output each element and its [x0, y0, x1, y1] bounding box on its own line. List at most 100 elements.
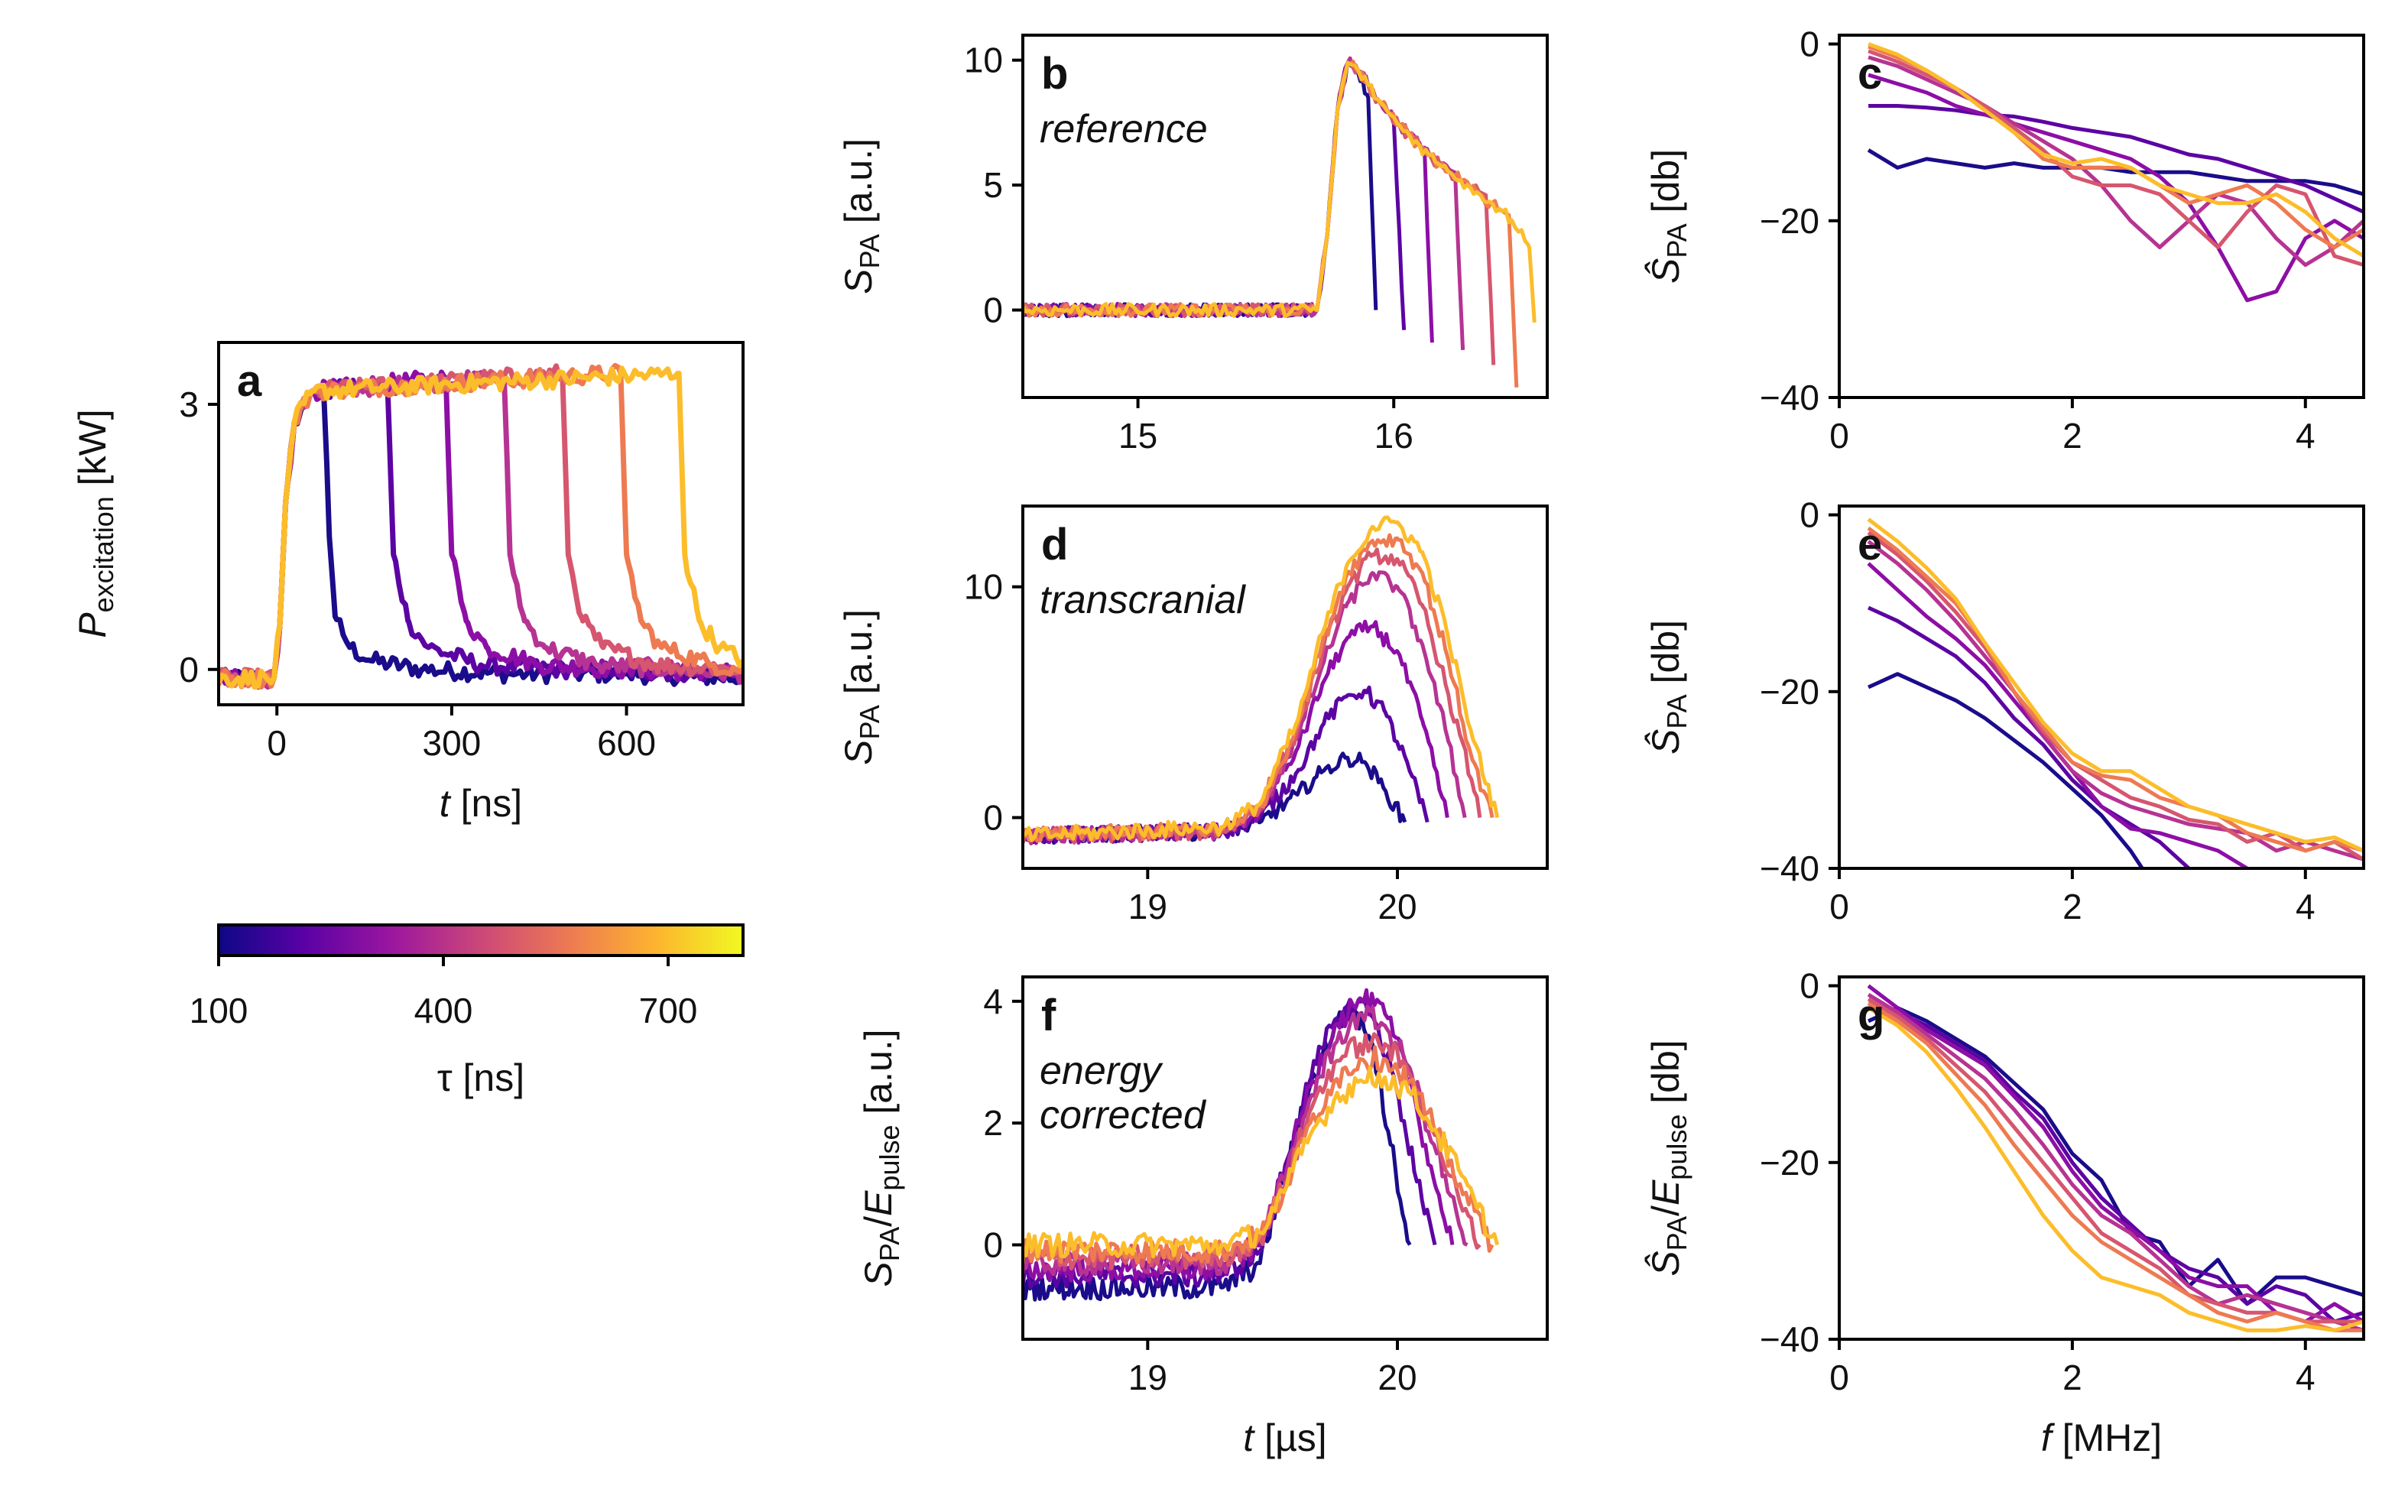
series-b-1: [1023, 60, 1407, 330]
ytick-label-e-0: 0: [1800, 495, 1819, 535]
axis-label-a-y: Pexcitation [kW]: [71, 409, 119, 638]
series-group-b: [1023, 56, 1537, 388]
series-c-1: [1868, 104, 2364, 214]
ytick-label-e-2: −40: [1760, 848, 1819, 888]
ytick-label-c-1: −20: [1760, 201, 1819, 241]
xtick-label-g-1: 2: [2062, 1358, 2082, 1397]
series-group-c: [1867, 42, 2364, 303]
panel-g-plot: 0 2 4 0 −20 −40 g f [MHz] ŜPA/Epulse [db]: [1644, 966, 2365, 1459]
axes-frame-e: [1838, 505, 2365, 870]
colorbar-tick-label-2: 700: [639, 991, 698, 1030]
panel-letter-c: c: [1858, 49, 1882, 99]
panel-b-plot: 15 16 0 5 10 b reference SPA [a.u.]: [837, 34, 1549, 456]
series-group-f: [1023, 988, 1500, 1302]
colorbar: 100 400 700 τ [ns]: [190, 923, 745, 1099]
colorbar-label: τ [ns]: [437, 1056, 524, 1099]
xtick-label-c-1: 2: [2062, 416, 2082, 456]
series-c-5: [1868, 44, 2364, 249]
series-e-0: [1868, 672, 2144, 868]
axes-frame-g: [1838, 975, 2365, 1341]
panel-letter-d: d: [1041, 520, 1068, 569]
series-d-6: [1023, 515, 1500, 842]
xtick-label-c-0: 0: [1829, 416, 1849, 456]
panel-c: 0 2 4 0 −20 −40 c ŜPA [db]: [1644, 24, 2365, 456]
axis-label-f-x: t [µs]: [1243, 1416, 1326, 1459]
series-c-2: [1868, 73, 2364, 303]
ytick-label-b-2: 10: [964, 41, 1003, 80]
xtick-label-e-1: 2: [2062, 887, 2082, 926]
xtick-label-f-0: 19: [1128, 1358, 1167, 1397]
panel-letter-b: b: [1041, 49, 1068, 99]
axes-frame-f: [1021, 975, 1549, 1341]
colorbar-bar: [217, 923, 745, 957]
colorbar-tick-label-1: 400: [414, 991, 473, 1030]
series-group-d: [1023, 515, 1500, 845]
panel-letter-e: e: [1858, 520, 1882, 569]
xtick-label-a-0: 0: [267, 723, 287, 763]
axis-label-e-y: ŜPA [db]: [1644, 620, 1692, 754]
series-g-3: [1867, 992, 2364, 1332]
axes-frame-b: [1021, 34, 1549, 399]
ytick-label-a-1: 3: [179, 384, 199, 424]
series-b-5: [1023, 59, 1519, 388]
axis-label-c-y: ŜPA [db]: [1644, 149, 1692, 284]
series-c-0: [1867, 148, 2364, 196]
ytick-label-g-1: −20: [1760, 1143, 1819, 1183]
axis-label-d-y: SPA [a.u.]: [837, 609, 885, 765]
panel-note-b-0: reference: [1040, 107, 1208, 151]
xtick-label-e-2: 4: [2296, 887, 2316, 926]
panel-g: 0 2 4 0 −20 −40 g f [MHz] ŜPA/Epulse [db]: [1644, 966, 2365, 1459]
ytick-label-b-0: 0: [983, 290, 1003, 330]
panel-letter-f: f: [1041, 991, 1056, 1040]
panel-e-plot: 0 2 4 0 −20 −40 e ŜPA [db]: [1644, 495, 2365, 926]
ytick-label-f-2: 4: [983, 982, 1003, 1021]
ytick-label-g-2: −40: [1760, 1319, 1819, 1359]
series-d-5: [1023, 533, 1494, 843]
xtick-label-a-1: 300: [423, 723, 482, 763]
ytick-label-f-0: 0: [983, 1225, 1003, 1265]
panel-letter-a: a: [237, 356, 262, 406]
series-g-1: [1868, 1001, 2364, 1324]
panel-a: 0 300 600 0 3 a t [ns] Pexcitation [kW]: [71, 341, 745, 825]
xtick-label-b-1: 16: [1374, 416, 1413, 456]
axis-label-a-x: t [ns]: [440, 782, 522, 825]
xtick-label-f-1: 20: [1378, 1358, 1417, 1397]
panel-note-f-0: energy: [1040, 1049, 1163, 1093]
series-c-3: [1868, 55, 2364, 268]
xtick-label-a-2: 600: [597, 723, 656, 763]
ytick-label-b-1: 5: [983, 165, 1003, 205]
panel-note-d-0: transcranial: [1040, 578, 1246, 622]
axes-frame-c: [1838, 34, 2365, 399]
series-c-6: [1868, 42, 2364, 258]
series-g-6: [1867, 1006, 2364, 1332]
series-c-4: [1868, 49, 2364, 267]
series-g-5: [1867, 1001, 2364, 1332]
ytick-label-g-0: 0: [1800, 966, 1819, 1006]
ytick-label-d-0: 0: [983, 798, 1003, 838]
axis-label-b-y: SPA [a.u.]: [837, 138, 885, 294]
xtick-label-d-1: 20: [1378, 887, 1417, 926]
panel-d: 19 20 0 10 d transcranial SPA [a.u.]: [837, 505, 1549, 926]
axes-frame-d: [1021, 505, 1549, 870]
ytick-label-c-2: −40: [1760, 378, 1819, 417]
axis-label-g-x: f [MHz]: [2041, 1416, 2162, 1459]
panel-c-plot: 0 2 4 0 −20 −40 c ŜPA [db]: [1644, 24, 2365, 456]
xtick-label-c-2: 4: [2296, 416, 2316, 456]
axis-label-f-y: SPA/Epulse [a.u.]: [857, 1029, 905, 1286]
ytick-label-e-1: −20: [1760, 672, 1819, 712]
series-f-3: [1023, 1004, 1468, 1277]
series-e-1: [1868, 605, 2190, 868]
panel-a-plot: 0 300 600 0 3 a t [ns] Pexcitation [kW]: [71, 341, 745, 825]
colorbar-ticks: 100 400 700: [190, 956, 698, 1030]
series-group-g: [1867, 984, 2364, 1332]
ytick-label-a-0: 0: [179, 650, 199, 689]
series-e-3: [1867, 540, 2364, 861]
colorbar-tick-label-0: 100: [190, 991, 248, 1030]
series-group-a: [219, 362, 743, 690]
series-e-5: [1867, 526, 2364, 853]
series-d-2: [1023, 619, 1449, 845]
axes-frame-a: [217, 341, 745, 706]
